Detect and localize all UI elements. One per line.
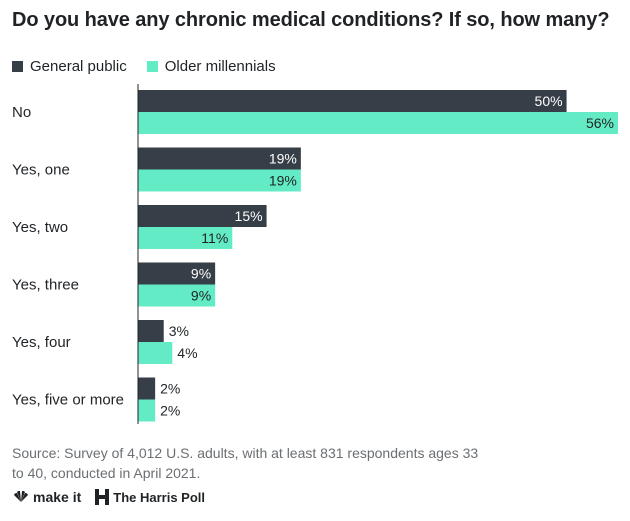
bar-older-millennials-yes-three — [138, 284, 216, 307]
legend-item-older-millennials: Older millennials — [146, 58, 276, 75]
bar-general-public-yes-four — [138, 320, 164, 342]
category-label-yes-four: Yes, four — [12, 334, 71, 351]
data-label-older-millennials-yes-three: 9% — [191, 288, 211, 304]
bar-older-millennials-no — [138, 112, 618, 134]
data-label-older-millennials-yes-five-or-more: 2% — [160, 403, 180, 419]
bar-general-public-yes-three — [138, 262, 216, 285]
data-label-older-millennials-yes-four: 4% — [177, 345, 197, 361]
bar-general-public-no — [138, 90, 567, 112]
peacock-icon — [14, 491, 28, 502]
category-label-yes-one: Yes, one — [12, 162, 70, 179]
bar-general-public-yes-one — [138, 147, 301, 170]
data-label-general-public-yes-four: 3% — [169, 323, 189, 339]
data-label-general-public-yes-three: 9% — [191, 266, 211, 282]
data-label-general-public-yes-five-or-more: 2% — [160, 381, 180, 397]
legend: General public Older millennials — [12, 58, 296, 75]
harris-poll-mark-icon — [95, 489, 110, 505]
legend-label-older-millennials: Older millennials — [164, 58, 276, 75]
bar-older-millennials-yes-two — [138, 227, 233, 249]
source-note: Source: Survey of 4,012 U.S. adults, wit… — [12, 445, 479, 481]
data-label-general-public-no: 50% — [535, 93, 563, 109]
category-label-no: No — [12, 104, 31, 121]
bar-chart-svg: No 50% 56% Yes, one 19% 19% Yes, two 15% 11% Yes,… — [12, 84, 618, 424]
brand-make-it: make it — [33, 489, 82, 505]
harris-poll-logo: The Harris Poll — [95, 489, 205, 505]
data-label-older-millennials-yes-one: 19% — [269, 173, 297, 189]
data-label-general-public-yes-one: 19% — [269, 151, 297, 167]
data-label-general-public-yes-two: 15% — [235, 208, 263, 224]
bar-older-millennials-yes-four — [138, 342, 173, 364]
data-label-older-millennials-no: 56% — [586, 115, 614, 131]
legend-label-general-public: General public — [30, 58, 127, 75]
category-label-yes-two: Yes, two — [12, 219, 68, 236]
bar-older-millennials-yes-five-or-more — [138, 399, 156, 422]
legend-item-general-public: General public — [12, 58, 127, 75]
cnbc-make-it-logo: make it — [12, 489, 81, 505]
bar-general-public-yes-five-or-more — [138, 377, 156, 400]
category-label-yes-five-or-more: Yes, five or more — [12, 392, 124, 409]
category-label-yes-three: Yes, three — [12, 277, 79, 294]
legend-swatch-older-millennials — [146, 61, 158, 72]
bar-chart: No 50% 56% Yes, one 19% 19% Yes, two 15% 11% Yes,… — [0, 84, 630, 424]
legend-swatch-general-public — [12, 61, 23, 72]
brand-harris-poll: The Harris Poll — [113, 489, 205, 505]
data-label-older-millennials-yes-two: 11% — [201, 230, 228, 246]
chart-title: Do you have any chronic medical conditio… — [12, 9, 610, 31]
bar-older-millennials-yes-one — [138, 169, 301, 192]
bar-general-public-yes-two — [138, 205, 267, 227]
footer: make it The Harris Poll — [12, 489, 205, 505]
